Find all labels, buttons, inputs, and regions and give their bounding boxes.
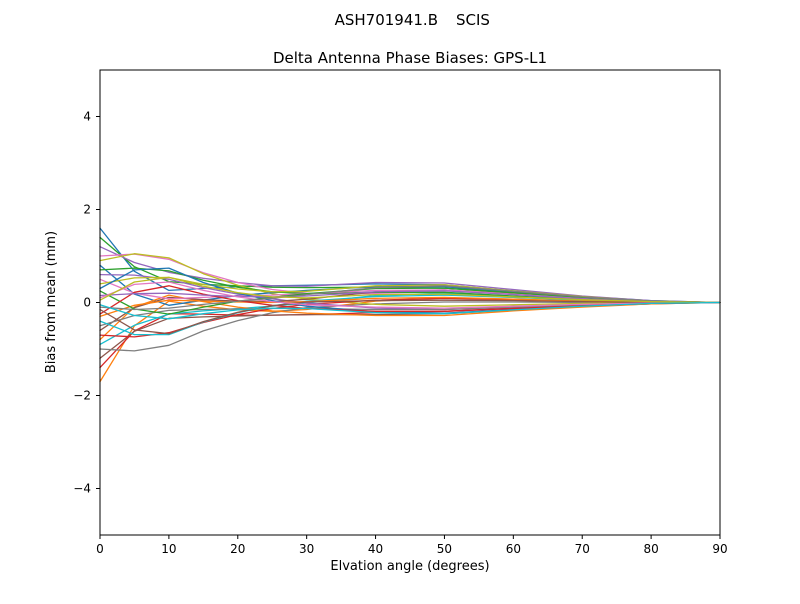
series-line-L08 [99,301,721,352]
series-line-L28 [99,285,721,311]
x-tick-label: 20 [230,542,245,556]
x-tick-label: 60 [506,542,521,556]
series-line-L25 [99,290,721,304]
x-tick-label: 0 [96,542,104,556]
series-line-L12 [99,294,721,341]
suptitle-antenna: ASH701941.B [335,11,438,29]
y-tick-label: −4 [73,482,91,496]
y-tick-label: 2 [83,203,91,217]
y-tick-label: 4 [83,110,91,124]
tick-layer: 0 10 20 30 40 50 60 70 80 90 −4 −2 0 2 4 [73,110,727,557]
suptitle-site: SCIS [456,11,490,29]
x-axis-label: Elvation angle (degrees) [330,559,489,574]
x-tick-label: 10 [161,542,176,556]
plot-area [99,227,721,383]
series-line-L29 [99,276,721,304]
y-tick-label: −2 [73,389,91,403]
series-line-L26 [99,299,721,335]
series-line-L30 [99,301,721,320]
x-tick-label: 40 [368,542,383,556]
series-line-L02 [99,297,721,383]
y-axis-label: Bias from mean (mm) [44,231,59,373]
chart-title: Delta Antenna Phase Biases: GPS-L1 [273,49,547,67]
x-tick-label: 80 [643,542,658,556]
y-tick-label: 0 [83,296,91,310]
x-tick-label: 30 [299,542,314,556]
x-tick-label: 90 [712,542,727,556]
x-tick-label: 50 [437,542,452,556]
series-line-L27 [99,281,721,309]
x-tick-label: 70 [575,542,590,556]
